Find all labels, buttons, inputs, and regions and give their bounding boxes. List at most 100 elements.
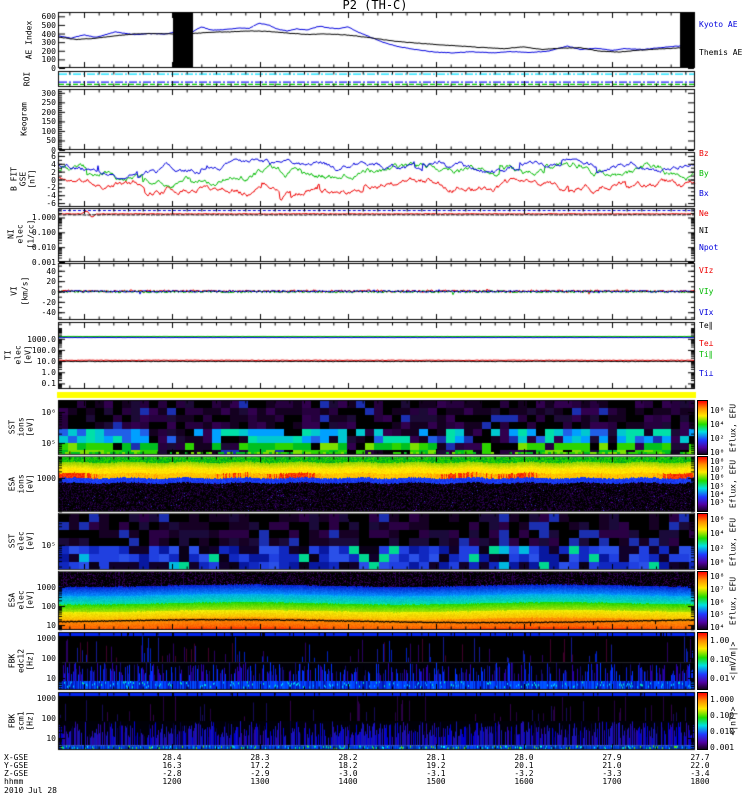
colorbar-unit-label: Eflux, EFU [728,517,738,566]
legend-te-: Te⊥ [699,339,714,348]
panel-ylabel-bfit: B FIT [9,166,19,192]
t-ytick-label: 0.1 [41,379,56,389]
bfit-ytick-label: 2 [51,167,56,177]
ephemeris-z-gse-value: -3.0 [338,769,358,778]
fbk_e-ytick-label: 100 [41,654,56,663]
colorbar-tick-label: 10⁶ [710,598,725,607]
bfit-ytick-label: 0 [51,175,56,185]
colorbar-unit-label: <|mV/m|> [728,641,738,681]
colorbar-tick-label: 0.01 [710,674,730,683]
esa_e-ytick-label: 100 [41,602,56,612]
panel-ylabel-t: TI [3,350,13,360]
colorbar-tick-label: 1.000 [710,695,735,704]
ephemeris-x-gse-value: 28.4 [162,753,182,762]
ae-ytick-label: 100 [41,55,56,65]
keogram-ytick-label: 200 [41,107,56,117]
keogram-ytick-label: 100 [41,126,56,136]
colorbar-tick-label: 10⁴ [710,490,725,499]
n-ytick-label: 0.100 [31,228,56,238]
ephemeris-y-gse-value: 16.3 [162,761,182,770]
colorbar-sst-e [697,513,708,570]
ephemeris-z-gse-value: -2.9 [250,769,270,778]
fbk_b-ytick-label: 100 [41,714,56,723]
ae-ytick-label: 600 [41,12,56,22]
ephemeris-hhmm-value: 1500 [426,777,446,786]
legend-ni: NI [699,226,709,235]
ephemeris-x-gse-value: 28.2 [338,753,358,762]
ephemeris-y-gse-value: 19.2 [426,761,446,770]
colorbar-tick-label: 10⁸ [710,572,725,581]
n-ytick-label: 1.000 [31,213,56,223]
panel-ylabel-sst_i: SST [7,419,17,435]
legend-bx: Bx [699,189,709,198]
keogram-ytick-label: 250 [41,98,56,108]
ephemeris-y-gse-value: 18.2 [338,761,358,770]
ephemeris-row-label-x-gse: X-GSE [4,753,29,762]
esa_e-ytick-label: 10 [46,621,56,631]
colorbar-fbk-b [697,692,708,750]
panel-ylabel-sst_i: ions [16,417,26,437]
colorbar-tick-label: 10⁶ [710,406,725,415]
colorbar-tick-label: 10⁴ [710,529,725,538]
legend-by: By [699,169,709,178]
fbk_e-ytick-label: 10 [46,674,56,683]
legend-kyoto-ae: Kyoto AE [699,20,738,29]
legend-viy: VIy [699,287,714,296]
ephemeris-hhmm-value: 1200 [162,777,182,786]
colorbar-tick-label: 10⁵ [710,482,725,491]
ephemeris-x-gse-value: 27.9 [602,753,622,762]
legend-ne: Ne [699,209,709,218]
ephemeris-hhmm-value: 1400 [338,777,358,786]
ephemeris-z-gse-value: -3.1 [426,769,446,778]
colorbar-tick-label: 10⁶ [710,515,725,524]
ephemeris-hhmm-value: 1700 [602,777,622,786]
v-ytick-label: -20 [41,297,56,307]
esa_i-ytick-label: 1000 [36,473,56,483]
ephemeris-x-gse-value: 27.7 [690,753,710,762]
colorbar-tick-label: 10⁰ [710,448,725,457]
ae-ytick-label: 200 [41,46,56,56]
v-ytick-label: 20 [46,277,56,287]
legend-ti-: Ti∥ [699,350,713,359]
legend-vix: VIx [699,308,714,317]
ephemeris-z-gse-value: -2.8 [162,769,182,778]
colorbar-tick-label: 0.100 [710,711,735,720]
fbk_e-ytick-label: 1000 [36,634,56,643]
keogram-ytick-label: 0 [51,146,56,155]
colorbar-tick-label: 10⁴ [710,420,725,429]
panel-ylabel-esa_e: ESA [7,592,17,608]
ephemeris-row-label-y-gse: Y-GSE [4,761,29,770]
panel-ylabel-fbk_e: FBK [7,653,17,669]
colorbar-tick-label: 10⁷ [710,585,725,594]
panel-ylabel-esa_i: ESA [7,476,17,492]
colorbar-tick-label: 10⁰ [710,558,725,567]
panel-ylabel-roi: ROI [22,71,32,87]
legend-te-: Te∥ [699,321,713,330]
t-ytick-label: 1.0 [41,368,56,378]
colorbar-sst-i [697,400,708,455]
bfit-ytick-label: 4 [51,159,56,169]
ae-ytick-label: 500 [41,20,56,30]
ephemeris-y-gse-value: 17.2 [250,761,270,770]
legend-ti-: Ti⊥ [699,369,714,378]
ephemeris-y-gse-value: 22.0 [690,761,710,770]
t-ytick-label: 1000.0 [27,334,56,344]
panel-ylabel-sst_e: SST [7,533,17,549]
panel-ylabel-v: VI [9,286,19,296]
ephemeris-y-gse-value: 20.1 [514,761,534,770]
colorbar-tick-label: 10⁶ [710,473,725,482]
keogram-ytick-label: 150 [41,117,56,127]
page-title: P2 (TH-C) [342,0,408,12]
legend-bz: Bz [699,149,709,158]
colorbar-tick-label: 10⁷ [710,465,725,474]
sst_e-ytick-label: 10⁵ [41,540,56,550]
colorbar-tick-label: 10⁸ [710,457,725,466]
t-ytick-label: 10.0 [36,357,56,367]
ephemeris-hhmm-value: 1300 [250,777,270,786]
ephemeris-x-gse-value: 28.1 [426,753,446,762]
v-ytick-label: 0 [51,287,56,297]
colorbar-tick-label: 0.010 [710,727,735,736]
colorbar-tick-label: 10⁵ [710,610,725,619]
bfit-ytick-label: 6 [51,151,56,161]
